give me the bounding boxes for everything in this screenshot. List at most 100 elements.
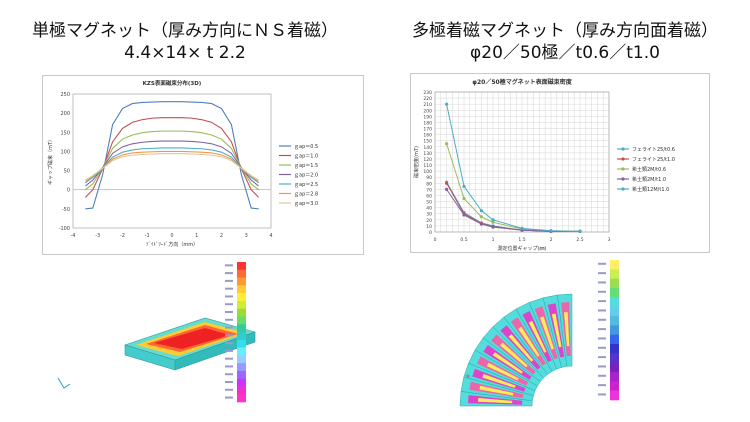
magnet-hotspot-core bbox=[154, 328, 230, 349]
chart-multi-pole-flux: φ20／50極マグネット表面磁束密度 0 10 20 30 40 50 60 70 80 90 100… bbox=[410, 73, 710, 253]
legend-label: ｇap＝2.0 bbox=[294, 173, 318, 179]
heading-multi-pole-line2: φ20／50極／t0.6／t1.0 bbox=[470, 43, 660, 63]
colorbar-tick-label bbox=[225, 349, 233, 352]
x-tick-label: 1.5 bbox=[518, 237, 525, 243]
heading-multi-pole-line1: 多極着磁マグネット（厚み方向面着磁） bbox=[412, 21, 718, 41]
y-tick-label: 140 bbox=[423, 145, 432, 151]
series-line bbox=[446, 143, 581, 232]
x-tick-label: 2.5 bbox=[576, 237, 583, 243]
legend-marker bbox=[621, 187, 625, 191]
colorbar-tick-label bbox=[225, 365, 233, 368]
data-point bbox=[445, 102, 449, 106]
colorbar-tick-label bbox=[598, 328, 606, 331]
heading-single-pole: 単極マグネット（厚み方向にＮＳ着磁） 4.4×14× t 2.2 bbox=[0, 20, 370, 64]
colorbar-cell bbox=[237, 285, 246, 294]
data-point bbox=[578, 229, 582, 233]
y-tick-label: 50 bbox=[64, 169, 70, 175]
legend-marker bbox=[621, 147, 625, 151]
colorbar-tick-label bbox=[225, 295, 233, 298]
legend-label: ｇap＝2.8 bbox=[294, 192, 318, 198]
data-point bbox=[479, 215, 483, 219]
y-tick-label: 170 bbox=[423, 127, 432, 133]
data-point bbox=[462, 184, 466, 188]
colorbar-tick-label bbox=[225, 326, 233, 329]
plot-area bbox=[434, 91, 610, 233]
legend-marker bbox=[621, 177, 625, 181]
colorbar-tick-label bbox=[598, 365, 606, 368]
colorbar-cell bbox=[610, 269, 619, 279]
legend-label: ｇap＝0.5 bbox=[294, 144, 318, 150]
colorbar-multi-pole bbox=[598, 260, 619, 401]
multi-pole-ring bbox=[459, 293, 573, 407]
x-tick-label: 1 bbox=[492, 237, 495, 243]
ring-pole-core bbox=[482, 374, 516, 388]
legend-label: ｇap＝1.0 bbox=[294, 154, 318, 160]
y-tick-label: -50 bbox=[62, 207, 70, 213]
ring-pole-core bbox=[551, 313, 562, 348]
colorbar-cell bbox=[237, 324, 246, 333]
colorbar-cell bbox=[237, 370, 246, 379]
y-tick-label: -100 bbox=[59, 226, 70, 232]
colorbar-cell bbox=[610, 344, 619, 354]
legend-label: 希土類2M/t0.6 bbox=[632, 166, 666, 173]
simulation-single-pole bbox=[50, 260, 350, 410]
x-tick-label: -3 bbox=[95, 233, 100, 239]
y-tick-label: 220 bbox=[423, 96, 432, 102]
y-tick-label: 30 bbox=[426, 212, 432, 218]
data-point bbox=[462, 213, 466, 217]
colorbar-tick-label bbox=[598, 346, 606, 349]
colorbar-cell bbox=[237, 347, 246, 356]
x-tick-label: 3 bbox=[608, 237, 611, 243]
legend-label: フェライト25/t1.0 bbox=[632, 157, 675, 163]
series-line bbox=[446, 104, 581, 232]
data-point bbox=[549, 229, 553, 233]
ring-pole-core bbox=[564, 312, 570, 347]
y-tick-label: 180 bbox=[423, 120, 432, 126]
colorbar-tick-label bbox=[598, 262, 606, 265]
colorbar-cell bbox=[237, 316, 246, 325]
colorbar-tick-label bbox=[225, 396, 233, 399]
y-tick-label: 110 bbox=[423, 163, 432, 169]
colorbar-cell bbox=[237, 355, 246, 364]
colorbar-tick-label bbox=[225, 279, 233, 282]
y-tick-label: 20 bbox=[426, 218, 432, 224]
data-point bbox=[491, 220, 495, 224]
x-tick-label: -4 bbox=[71, 233, 76, 239]
y-axis-label: 磁束密度(mT) bbox=[413, 146, 420, 178]
colorbar-cell bbox=[237, 277, 246, 286]
colorbar-cell bbox=[610, 390, 619, 401]
colorbar-cell bbox=[610, 316, 619, 326]
colorbar-tick-label bbox=[598, 393, 606, 396]
legend-label: フェライト25/t0.6 bbox=[632, 147, 675, 153]
x-tick-label: 4 bbox=[269, 233, 272, 239]
ring-pole-core bbox=[500, 342, 528, 368]
x-axis-label: 測定位置ギャップ(㎜) bbox=[498, 245, 547, 252]
legend-label: ｇap＝3.0 bbox=[294, 201, 318, 207]
chart-title: φ20／50極マグネット表面磁束密度 bbox=[472, 78, 572, 86]
y-tick-label: 150 bbox=[60, 130, 70, 136]
ring-pole-core bbox=[492, 352, 523, 374]
data-point bbox=[445, 187, 449, 191]
series-line bbox=[85, 140, 259, 187]
x-tick-label: 0.5 bbox=[460, 237, 467, 243]
y-tick-label: 250 bbox=[60, 92, 70, 98]
colorbar-tick-label bbox=[598, 272, 606, 275]
data-point bbox=[520, 226, 524, 230]
colorbar-tick-label bbox=[225, 342, 233, 345]
colorbar-cell bbox=[237, 308, 246, 317]
colorbar-cell bbox=[237, 363, 246, 372]
data-point bbox=[445, 181, 449, 185]
colorbar-single-pole bbox=[225, 262, 246, 403]
colorbar-cell bbox=[237, 293, 246, 302]
x-tick-label: 0 bbox=[434, 237, 437, 243]
colorbar-cell bbox=[237, 332, 246, 341]
y-tick-label: 90 bbox=[426, 175, 432, 181]
data-point bbox=[445, 142, 449, 146]
legend-label: ｇap＝1.5 bbox=[294, 163, 318, 169]
axis-triad-icon bbox=[57, 377, 71, 389]
y-tick-label: 80 bbox=[426, 181, 432, 187]
y-axis-label: ギャップ磁束（mT） bbox=[47, 137, 54, 185]
y-tick-label: 230 bbox=[423, 90, 432, 96]
colorbar-tick-label bbox=[225, 264, 233, 267]
x-tick-label: 3 bbox=[245, 233, 248, 239]
